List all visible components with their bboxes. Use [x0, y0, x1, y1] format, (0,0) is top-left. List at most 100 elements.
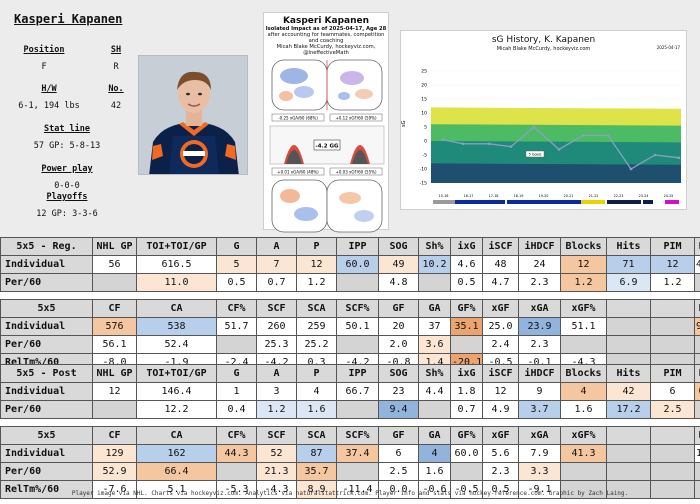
- table-cell: 9: [518, 382, 561, 401]
- height-weight-block: H/W 6-1, 194 lbs: [6, 84, 92, 111]
- column-header: SCA: [296, 426, 337, 445]
- y-tick-label: 25: [421, 69, 427, 75]
- powerplay-value: 0-0-0: [54, 181, 80, 191]
- table-cell: [336, 400, 379, 419]
- table-cell: 12: [560, 255, 607, 274]
- column-header: iSCF: [482, 237, 519, 256]
- column-header: xGF: [482, 426, 519, 445]
- table-cell: 50.1: [336, 317, 379, 336]
- table-cell: 23.9: [518, 317, 561, 336]
- column-header: xGA: [518, 426, 561, 445]
- row-label: Per/60: [0, 400, 93, 419]
- table-cell: 3.6: [418, 335, 451, 354]
- table-cell: [694, 400, 700, 419]
- table-cell: 51.7: [216, 317, 257, 336]
- table-cell: [560, 335, 607, 354]
- value-label-box: [525, 150, 545, 158]
- table-cell: 1.2: [650, 273, 695, 292]
- column-header: SCF: [256, 426, 297, 445]
- sg-point: [532, 125, 536, 129]
- table-cell: [336, 273, 379, 292]
- table-cell: 7.9: [518, 444, 561, 463]
- column-header: NHL GP: [92, 364, 137, 383]
- y-tick-label: 10: [421, 111, 427, 117]
- table-cell: 52.9: [92, 462, 137, 481]
- table-cell: 0.7: [256, 273, 297, 292]
- column-header: CF%: [216, 299, 257, 318]
- history-plot: sG 25 20 15 10 5 0 -5 -10 -15 5 Goals 15-16 16-17…: [401, 69, 681, 204]
- column-header: ixG: [450, 364, 483, 383]
- table-cell: 21.3: [256, 462, 297, 481]
- table-row: Individual12146.413466.7234.41.812944260…: [0, 382, 700, 401]
- column-header: Sh%: [418, 237, 451, 256]
- season-label: 17-18: [489, 194, 499, 198]
- season-label: 21-22: [589, 194, 599, 198]
- column-header: Blocks: [560, 237, 607, 256]
- playoffs-individual-table: 5x5 - Post NHL GP TOI+TOI/GP G A P IPP SOG Sh% ix…: [0, 364, 700, 419]
- impact-center-value: -4.2 GG: [316, 144, 339, 150]
- table-cell: 60.0: [450, 444, 483, 463]
- column-header: CA: [136, 426, 217, 445]
- season-label: 22-23: [614, 194, 624, 198]
- column-header: iHDCF: [518, 237, 561, 256]
- table-cell: 6: [378, 444, 419, 463]
- table-cell: 576: [92, 317, 137, 336]
- impact-subtitle-3: Micah Blake McCurdy, hockeyviz.com, @Ine…: [276, 44, 376, 56]
- table-cell: 3.3: [518, 462, 561, 481]
- column-header: A: [256, 364, 297, 383]
- table-cell: 25.2: [296, 335, 337, 354]
- column-header: CF: [92, 426, 137, 445]
- row-label: Individual: [0, 317, 93, 336]
- table-cell: 259: [296, 317, 337, 336]
- column-header: [606, 426, 651, 445]
- table-cell: 4: [418, 444, 451, 463]
- column-header: xGA: [518, 299, 561, 318]
- table-cell: 48: [482, 255, 519, 274]
- table-cell: 8.9: [296, 480, 337, 499]
- table-cell: 12: [482, 382, 519, 401]
- table-cell: 4.9: [482, 400, 519, 419]
- table-cell: 52.4: [136, 335, 217, 354]
- table-cell: -9.1: [518, 480, 561, 499]
- column-header: xGF%: [560, 426, 607, 445]
- playoffs-value: 12 GP: 3-3-6: [36, 209, 98, 219]
- column-header: PIM: [650, 364, 695, 383]
- sg-point: [581, 134, 585, 137]
- table-cell: 49: [378, 255, 419, 274]
- column-header: SOG: [378, 237, 419, 256]
- playoffs-block: Playoffs 12 GP: 3-3-6: [12, 192, 122, 219]
- column-header: FO%: [694, 364, 700, 383]
- playoffs-label: Playoffs: [46, 192, 88, 202]
- column-header: 5x5: [0, 426, 93, 445]
- table-cell: 0.5: [482, 480, 519, 499]
- hw-value: 6-1, 194 lbs: [18, 101, 80, 111]
- shoots-value: R: [113, 62, 119, 72]
- table-cell: -4.3: [256, 480, 297, 499]
- table-cell: [606, 444, 651, 463]
- column-header: GF%: [450, 299, 483, 318]
- table-row: Per/60 56.1 52.4 25.3 25.2 2.0 3.6 2.4 2.3: [0, 335, 700, 354]
- column-header: GF: [378, 426, 419, 445]
- table-cell: 9.4: [378, 400, 419, 419]
- column-header: GA: [418, 426, 451, 445]
- powerplay-label: Power play: [41, 164, 93, 174]
- player-photo: [138, 55, 248, 175]
- table-cell: 1: [216, 382, 257, 401]
- table-cell: 6.9: [606, 273, 651, 292]
- team-strip: [455, 200, 505, 204]
- table-cell: 1.2: [296, 273, 337, 292]
- table-cell: 0.0: [694, 382, 700, 401]
- history-title: sG History, K. Kapanen: [491, 35, 596, 45]
- table-cell: [450, 335, 483, 354]
- table-cell: [606, 335, 651, 354]
- column-header: PDO: [694, 299, 700, 318]
- history-date: 2025-04-17: [656, 45, 680, 50]
- table-cell: [606, 462, 651, 481]
- table-cell: 25.0: [482, 317, 519, 336]
- column-header: NHL GP: [92, 237, 137, 256]
- powerplay-block: Power play 0-0-0: [12, 164, 122, 191]
- column-header: G: [216, 237, 257, 256]
- table-cell: 12.2: [136, 400, 217, 419]
- row-label: Per/60: [0, 335, 93, 354]
